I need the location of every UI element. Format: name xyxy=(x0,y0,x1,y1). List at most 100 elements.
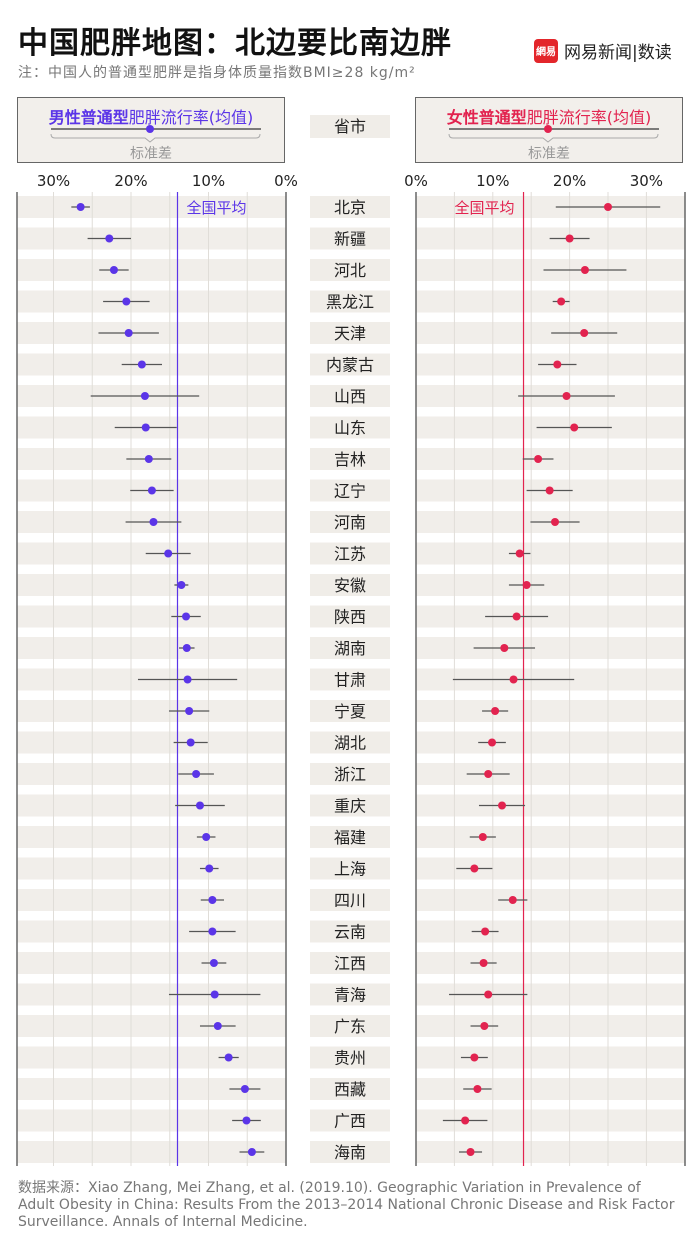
male-row-stripe xyxy=(17,889,286,911)
male-mean-dot xyxy=(202,833,211,841)
province-label: 湖南 xyxy=(334,639,366,658)
male-row-stripe xyxy=(17,227,286,250)
female-mean-dot xyxy=(515,549,524,558)
male-row-stripe xyxy=(17,1078,286,1100)
female-row-stripe xyxy=(416,857,685,880)
legend-male-title: 男性普通型肥胖流行率(均值) xyxy=(18,104,284,128)
male-mean-dot xyxy=(208,927,217,936)
province-label: 辽宁 xyxy=(334,482,366,501)
female-row-stripe xyxy=(416,322,685,344)
province-label-bg xyxy=(310,857,390,880)
male-mean-dot xyxy=(141,423,150,432)
male-row-stripe xyxy=(17,1046,286,1069)
province-label-bg xyxy=(310,574,390,596)
female-mean-dot xyxy=(565,234,574,243)
province-label: 山东 xyxy=(334,419,366,438)
province-label-bg xyxy=(310,889,390,911)
province-label-bg xyxy=(310,196,390,218)
page-title: 中国肥胖地图：北边要比南边胖 xyxy=(18,26,452,61)
female-row-stripe xyxy=(416,542,685,565)
female-row-stripe xyxy=(416,196,685,218)
male-mean-dot xyxy=(177,581,186,589)
female-tick-label: 30% xyxy=(630,172,663,190)
province-label-bg xyxy=(310,826,390,848)
male-mean-dot xyxy=(182,612,191,621)
province-label: 上海 xyxy=(334,860,366,879)
province-label-bg xyxy=(310,542,390,565)
province-label-bg xyxy=(310,794,390,817)
male-mean-dot xyxy=(209,959,218,967)
male-mean-dot xyxy=(124,329,133,337)
province-label: 河北 xyxy=(334,261,366,280)
male-tick-label: 30% xyxy=(37,172,70,190)
male-tick-label: 20% xyxy=(114,172,147,190)
subtitle-note: 注：中国人的普通型肥胖是指身体质量指数BMI≥28 kg/m² xyxy=(18,65,416,81)
female-mean-dot xyxy=(562,392,571,400)
female-row-stripe xyxy=(416,290,685,313)
female-row-stripe xyxy=(416,826,685,848)
female-mean-dot xyxy=(522,581,531,589)
female-mean-dot xyxy=(570,423,579,432)
province-label-bg xyxy=(310,448,390,470)
legend-female-title-rest: 肥胖流行率(均值) xyxy=(526,108,652,127)
male-row-stripe xyxy=(17,763,286,785)
province-label: 新疆 xyxy=(334,230,366,249)
female-national-average-label: 全国平均 xyxy=(455,199,515,217)
province-label-bg xyxy=(310,227,390,250)
female-row-stripe xyxy=(416,763,685,785)
legend-male: 男性普通型肥胖流行率(均值) 标准差 xyxy=(17,97,285,163)
female-mean-dot xyxy=(481,927,490,936)
female-mean-dot xyxy=(545,486,554,495)
female-mean-dot xyxy=(580,266,589,274)
female-mean-dot xyxy=(484,770,493,778)
province-label: 广东 xyxy=(334,1017,366,1036)
province-label: 天津 xyxy=(334,324,366,343)
province-label-bg xyxy=(310,511,390,533)
province-label-bg xyxy=(310,290,390,313)
female-mean-dot xyxy=(512,612,521,621)
province-label-bg xyxy=(310,1046,390,1069)
province-label-bg xyxy=(310,1109,390,1132)
province-label-bg xyxy=(310,731,390,754)
province-label-bg xyxy=(310,700,390,722)
male-row-stripe xyxy=(17,196,286,218)
female-mean-dot xyxy=(604,203,612,211)
female-mean-dot xyxy=(480,1022,489,1030)
male-mean-dot xyxy=(76,203,85,211)
female-mean-dot xyxy=(500,644,509,652)
female-mean-dot xyxy=(491,707,500,715)
male-mean-dot xyxy=(144,455,153,463)
female-row-stripe xyxy=(416,983,685,1006)
male-mean-dot xyxy=(213,1022,222,1030)
female-row-stripe xyxy=(416,1141,685,1163)
province-label: 山西 xyxy=(334,387,366,406)
male-mean-dot xyxy=(109,266,118,274)
female-row-stripe xyxy=(416,700,685,722)
female-mean-dot xyxy=(484,990,493,999)
province-label: 浙江 xyxy=(334,765,366,784)
legend-female: 女性普通型肥胖流行率(均值) 标准差 xyxy=(415,97,683,163)
male-mean-dot xyxy=(185,707,194,715)
male-mean-dot xyxy=(147,486,156,495)
male-row-stripe xyxy=(17,952,286,974)
female-mean-dot xyxy=(470,1053,479,1062)
male-row-stripe xyxy=(17,700,286,722)
province-label: 甘肃 xyxy=(334,671,366,690)
legend-female-sample xyxy=(448,125,659,143)
male-row-stripe xyxy=(17,794,286,817)
male-row-stripe xyxy=(17,731,286,754)
female-mean-dot xyxy=(473,1085,482,1093)
male-mean-dot xyxy=(182,644,191,652)
male-mean-dot xyxy=(149,518,158,526)
province-label-bg xyxy=(310,259,390,281)
legend-female-sd: 标准差 xyxy=(528,146,570,162)
female-mean-dot xyxy=(488,738,497,747)
province-label-bg xyxy=(310,605,390,628)
province-label: 云南 xyxy=(334,923,366,942)
female-mean-dot xyxy=(470,864,479,873)
province-label: 宁夏 xyxy=(334,702,366,721)
female-mean-dot xyxy=(534,455,543,463)
brand-logo: 網易 网易新闻|数读 xyxy=(534,38,672,63)
female-mean-dot xyxy=(479,959,488,967)
